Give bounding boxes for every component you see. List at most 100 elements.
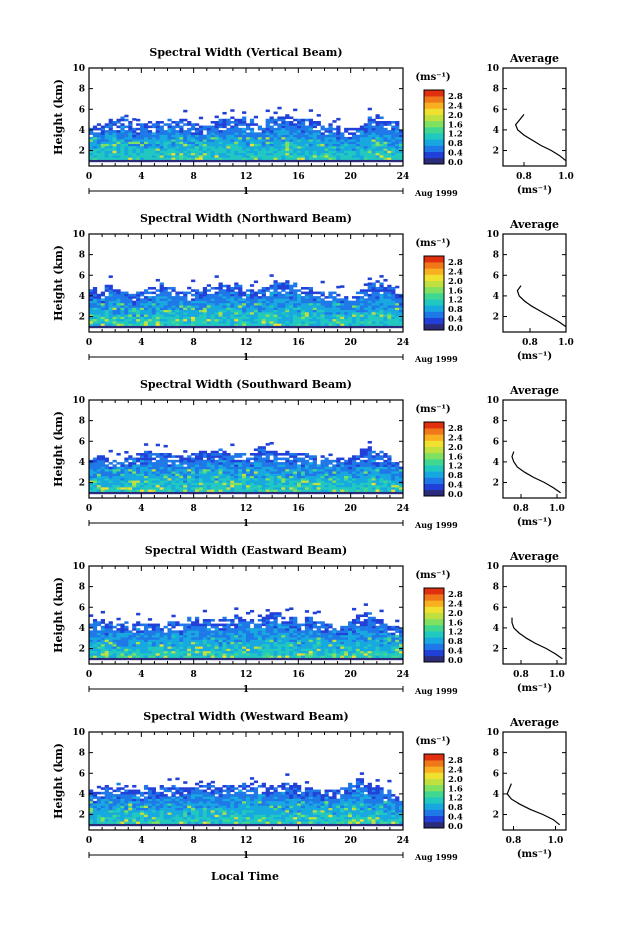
heatmap-cell — [363, 325, 368, 329]
heatmap-cell — [143, 289, 149, 292]
heatmap-cell — [312, 323, 317, 326]
heatmap-cell — [120, 293, 125, 297]
heatmap-cell — [300, 464, 306, 467]
heatmap-cell — [297, 145, 302, 149]
heatmap-cell — [151, 641, 157, 645]
heatmap-cell — [351, 464, 357, 467]
heatmap-cell — [226, 477, 231, 481]
heatmap-cell — [293, 302, 298, 306]
heatmap-cell — [351, 468, 357, 472]
heatmap-cell — [249, 291, 255, 295]
heatmap-cell — [132, 118, 137, 121]
heatmap-cell — [234, 136, 239, 140]
heatmap-cell — [222, 121, 227, 124]
heatmap-cell — [194, 487, 200, 490]
heatmap-cell — [265, 482, 270, 486]
heatmap-cell — [261, 127, 266, 131]
heatmap-cell — [249, 321, 255, 324]
profile-xlabel: (ms⁻¹) — [517, 351, 552, 362]
heatmap-cell — [206, 632, 211, 636]
heatmap-cell — [159, 453, 164, 456]
heatmap-cell — [108, 466, 113, 470]
heatmap-cell — [269, 287, 274, 290]
heatmap-cell — [147, 641, 153, 645]
heatmap-cell — [167, 482, 172, 486]
heatmap-cell — [348, 471, 353, 474]
heatmap-cell — [344, 148, 349, 151]
heatmap-cell — [120, 637, 125, 640]
heatmap-cell — [367, 475, 372, 479]
heatmap-cell — [128, 130, 133, 133]
heatmap-cell — [171, 325, 176, 329]
heatmap-cell — [214, 489, 219, 492]
heatmap-cell — [108, 462, 113, 465]
heatmap-cell — [269, 302, 274, 306]
heatmap-cell — [246, 309, 251, 313]
heatmap-cell — [265, 305, 270, 308]
heatmap-cell — [198, 291, 204, 295]
heatmap-cell — [391, 125, 396, 129]
heatmap-cell — [316, 325, 321, 329]
heatmap-cell — [316, 114, 321, 117]
heatmap-cell — [124, 291, 129, 295]
heatmap-cell — [261, 450, 266, 454]
profile-line — [511, 451, 561, 494]
heatmap-cell — [187, 130, 192, 133]
heatmap-cell — [238, 325, 243, 329]
heatmap-cell — [387, 130, 392, 133]
heatmap-cell — [187, 639, 192, 643]
heatmap-cell — [257, 309, 262, 313]
heatmap-cell — [395, 482, 400, 486]
heatmap-cell — [285, 459, 290, 463]
heatmap-cell — [328, 462, 333, 465]
heatmap-cell — [395, 152, 400, 156]
heatmap-cell — [253, 471, 259, 474]
heatmap-cell — [222, 462, 227, 465]
heatmap-cell — [269, 453, 274, 456]
heatmap-cell — [281, 484, 286, 488]
heatmap-cell — [124, 114, 129, 118]
heatmap-cell — [143, 641, 149, 645]
heatmap-cell — [273, 293, 278, 297]
heatmap-cell — [234, 462, 239, 465]
heatmap-cell — [367, 139, 372, 142]
heatmap-cell — [332, 311, 337, 315]
heatmap-cell — [159, 291, 164, 295]
heatmap-cell — [147, 623, 153, 627]
heatmap-cell — [132, 650, 137, 654]
heatmap-cell — [312, 309, 317, 313]
heatmap-cell — [167, 484, 172, 488]
heatmap-cell — [140, 623, 145, 627]
heatmap-cell — [351, 459, 357, 463]
heatmap-cell — [128, 125, 133, 129]
heatmap-cell — [202, 482, 208, 486]
heatmap-cell — [136, 159, 141, 163]
heatmap-cell — [344, 145, 349, 149]
heatmap-cell — [285, 148, 290, 151]
heatmap-cell — [183, 482, 188, 486]
heatmap-cell — [320, 318, 325, 322]
heatmap-cell — [234, 466, 239, 470]
heatmap-cell — [359, 450, 365, 454]
heatmap-cell — [351, 136, 357, 140]
heatmap-cell — [132, 648, 137, 652]
heatmap-cell — [249, 305, 255, 308]
heatmap-cell — [179, 305, 184, 308]
heatmap-cell — [320, 143, 325, 147]
heatmap-cell — [359, 314, 365, 317]
heatmap-cell — [391, 475, 396, 479]
heatmap-cell — [375, 457, 380, 461]
heatmap-cell — [277, 118, 282, 122]
heatmap-cell — [242, 459, 247, 463]
heatmap-cell — [234, 132, 239, 135]
heatmap-cell — [202, 325, 208, 329]
heatmap-cell — [206, 464, 211, 467]
heatmap-cell — [171, 323, 176, 326]
heatmap-cell — [359, 289, 365, 292]
heatmap-cell — [316, 491, 321, 495]
heatmap-cell — [108, 155, 113, 158]
heatmap-cell — [375, 316, 380, 320]
heatmap-cell — [100, 311, 105, 315]
heatmap-cell — [367, 323, 372, 326]
heatmap-cell — [206, 130, 211, 133]
